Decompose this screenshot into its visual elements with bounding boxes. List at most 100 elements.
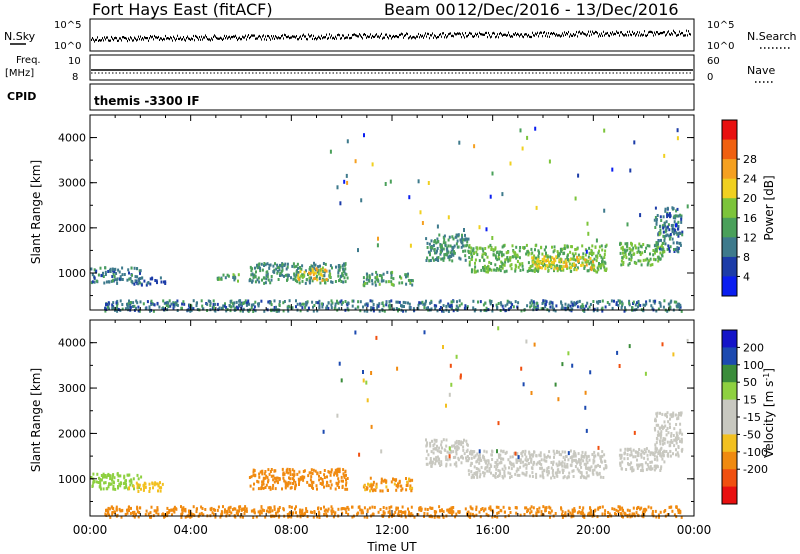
power-cell [245,301,248,305]
velocity-cell [585,454,588,458]
power-cell [230,305,233,309]
power-cell [570,300,573,304]
noise-point [203,36,204,39]
velocity-cell [180,515,183,519]
velocity-cell [144,485,147,489]
velocity-cell [436,444,438,448]
power-cell [91,280,94,284]
power-cell [500,303,503,307]
velocity-cell [237,512,239,516]
noise-point [371,36,372,39]
velocity-cell [290,486,293,490]
noise-point [400,33,401,36]
power-cell [306,309,309,313]
velocity-cell [497,505,500,509]
power-cell [130,266,133,270]
velocity-cell [435,456,438,460]
velocity-cell [451,512,453,516]
power-cell [325,306,328,310]
noise-point [168,37,169,40]
power-cell [483,252,486,256]
power-cell [674,223,677,228]
velocity-cell [441,446,443,450]
velocity-cell [330,509,333,513]
power-cell [121,266,124,270]
velocity-cell [326,480,328,484]
velocity-cell [97,481,100,484]
velocity-cell [482,509,485,513]
power-cell [507,250,509,254]
power-cell [140,283,143,287]
power-cell [628,301,631,305]
velocity-cell [676,433,678,437]
noise-point [469,31,470,34]
noise-point [257,37,258,40]
velocity-cell [658,515,660,519]
power-cell [256,263,258,267]
power-cell [489,300,492,304]
noise-point [235,34,236,37]
power-cell [418,301,421,305]
power-cell [162,299,165,303]
power-cell [313,261,315,265]
noise-point [272,37,273,40]
power-cell [257,302,259,306]
noise-point [515,32,516,35]
power-cell [279,274,281,277]
velocity-cell [563,462,566,466]
velocity-cell [108,482,111,486]
power-cell [269,263,272,267]
noise-point [650,30,651,33]
velocity-cell [622,509,624,512]
power-cell [308,281,311,285]
noise-point [589,34,590,37]
power-cell [261,268,264,272]
power-cell [166,300,169,304]
power-cell [334,305,337,309]
power-cell [500,260,503,264]
velocity-cell [479,456,482,460]
power-cell [584,260,587,264]
velocity-cell [469,515,472,519]
power-cell [307,306,310,310]
velocity-cell [308,471,311,475]
noise-point [546,32,547,35]
power-cell [297,276,300,280]
power-cell [637,305,639,309]
power-cell [281,265,284,269]
x-tick-label: 08:00 [274,523,309,537]
velocity-cell [267,480,269,484]
velocity-cell [521,454,524,458]
power-cell [501,192,504,197]
noise-point [268,35,269,38]
velocity-cell [144,482,147,486]
power-cell [484,301,487,305]
velocity-cell [553,475,556,479]
power-cell [464,258,467,262]
velocity-cell [117,486,119,490]
velocity-cell [662,454,665,458]
velocity-cell [446,508,449,512]
velocity-cell [268,486,271,490]
power-cell [533,305,536,309]
power-cell [573,268,576,272]
noise-point [133,39,134,42]
power-cell [644,303,646,307]
power-cell [473,270,476,274]
power-cell [496,305,499,309]
velocity-cell [583,476,586,480]
power-cell [668,234,671,238]
noise-point [162,39,163,42]
noise-point [533,34,534,37]
power-cell [626,242,629,246]
noise-point [605,32,606,35]
power-cell [250,303,253,307]
velocity-cell [281,467,284,471]
power-cell [460,245,463,249]
power-cell [235,300,238,304]
power-cell [637,249,640,253]
velocity-cell [487,459,490,463]
velocity-cell [343,474,346,478]
velocity-cell [669,413,672,417]
